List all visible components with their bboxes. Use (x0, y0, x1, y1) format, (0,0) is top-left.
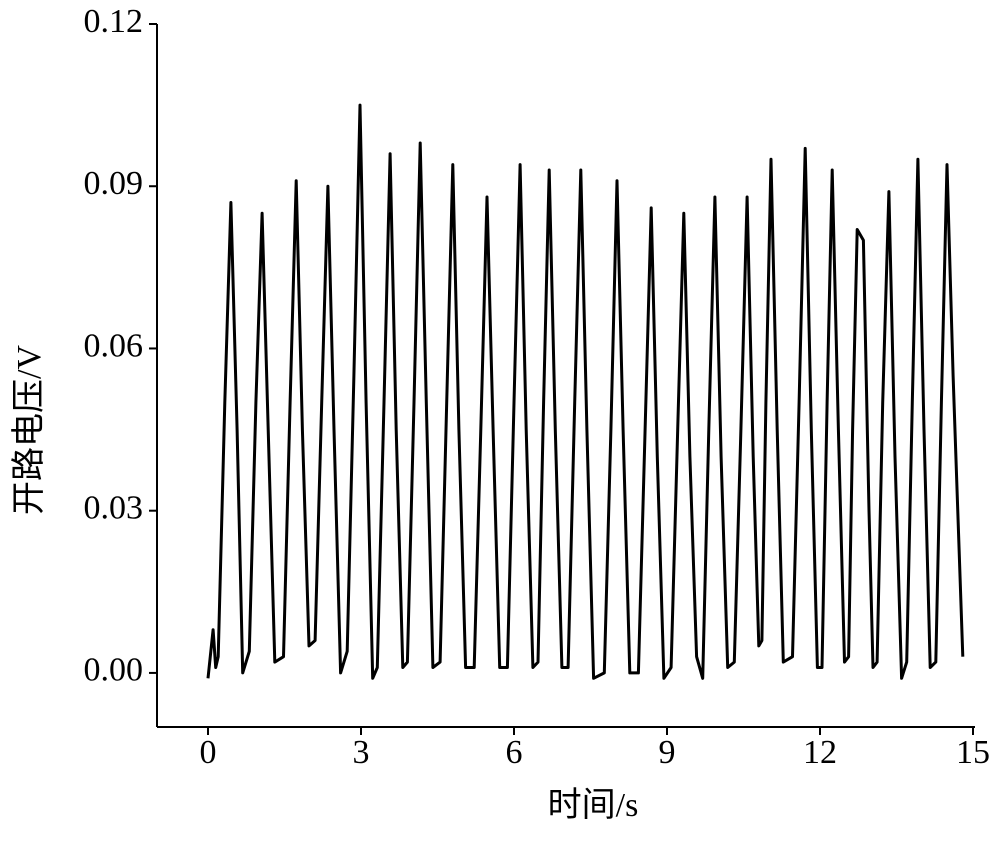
y-tick-label: 0.00 (84, 652, 144, 689)
y-tick-label: 0.12 (84, 3, 144, 40)
y-tick-label: 0.03 (84, 489, 144, 526)
x-tick-label: 15 (956, 734, 990, 771)
x-tick-label: 3 (353, 734, 370, 771)
x-tick-label: 12 (803, 734, 837, 771)
signal-line (206, 103, 965, 680)
y-axis-label: 开路电压/V (10, 345, 48, 515)
x-axis-label: 时间/s (548, 787, 639, 824)
x-tick-label: 6 (506, 734, 523, 771)
y-tick-label: 0.09 (84, 165, 144, 202)
y-tick-label: 0.06 (84, 327, 144, 364)
x-tick-label: 9 (659, 734, 676, 771)
x-tick-label: 0 (200, 734, 217, 771)
